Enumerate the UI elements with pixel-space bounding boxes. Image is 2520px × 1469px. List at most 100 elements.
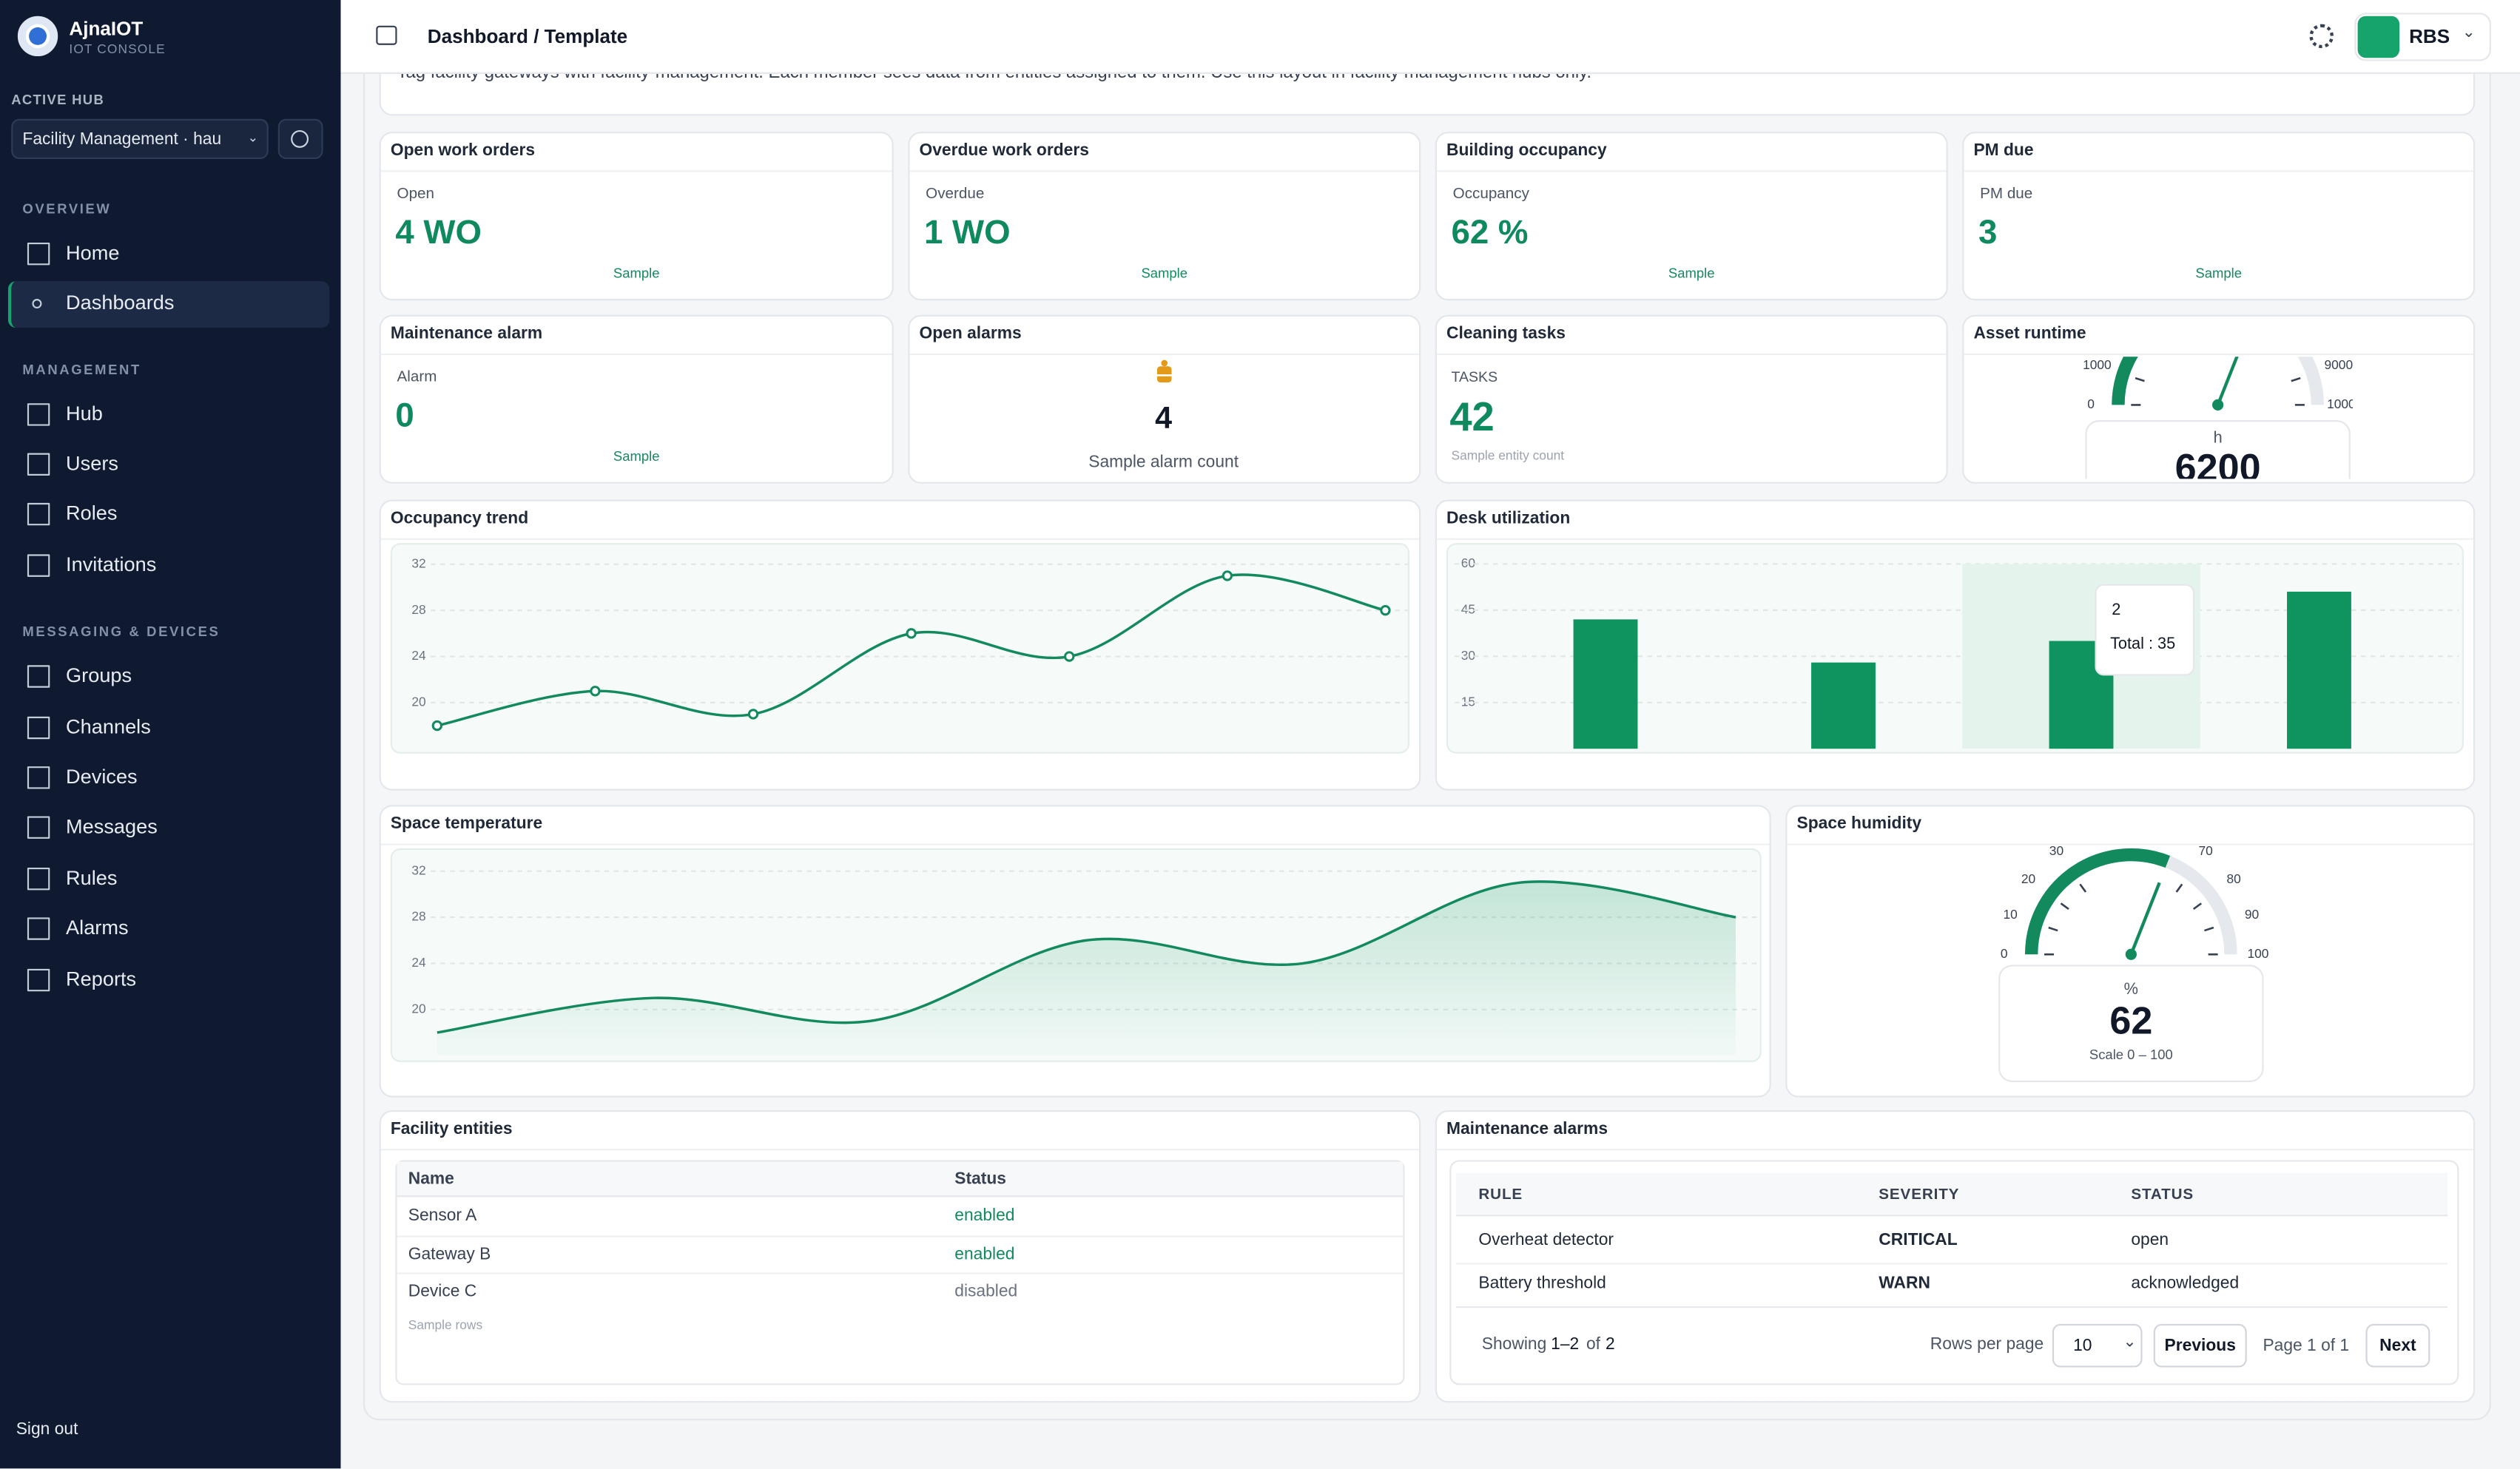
divider <box>1964 353 2474 356</box>
cell: CRITICAL <box>1879 1230 1958 1250</box>
nav-icon <box>32 299 42 309</box>
breadcrumb: Dashboard / Template <box>427 25 628 48</box>
section-label: MESSAGING & DEVICES <box>22 623 220 640</box>
nav-item[interactable]: Devices <box>66 766 138 788</box>
column-header: RULE <box>1478 1186 1523 1204</box>
kpi-label: TASKS <box>1451 368 1498 385</box>
kpi-label: PM due <box>1980 185 2033 203</box>
kpi-value: 62 % <box>1451 214 1529 251</box>
alarm-count: 4 <box>1155 402 1173 436</box>
cell: acknowledged <box>2131 1273 2240 1293</box>
cell: Sensor A <box>408 1206 477 1226</box>
table-header <box>1456 1172 2448 1217</box>
nav-item[interactable]: Rules <box>66 866 118 890</box>
next-label[interactable]: Next <box>2379 1336 2416 1356</box>
table-footer: Sample rows <box>408 1317 483 1333</box>
pagination-text: Rows per page <box>1930 1334 2044 1354</box>
card-title: Maintenance alarms <box>1446 1119 1608 1139</box>
avatar <box>2357 16 2400 58</box>
card <box>379 314 894 484</box>
pagination-total: 2 <box>1606 1334 1615 1354</box>
nav-item[interactable]: Users <box>66 452 118 475</box>
previous-label[interactable]: Previous <box>2164 1336 2236 1356</box>
card-title: Desk utilization <box>1446 508 1571 529</box>
divider <box>909 353 1420 356</box>
hub-select[interactable] <box>11 118 269 160</box>
page-size-select[interactable] <box>2052 1323 2143 1368</box>
sign-out[interactable]: Sign out <box>16 1419 78 1439</box>
card <box>1435 132 1948 301</box>
kpi-footer: Sample <box>1668 265 1715 281</box>
kpi-value: 42 <box>1449 395 1495 441</box>
card <box>1785 805 2476 1098</box>
row-divider <box>397 1272 1404 1274</box>
card-title: Space temperature <box>390 814 543 834</box>
nav-item[interactable]: Roles <box>66 502 118 525</box>
settings-icon[interactable] <box>2309 24 2334 49</box>
sidebar-toggle[interactable] <box>376 25 397 45</box>
kpi-label: Open <box>397 185 435 203</box>
cell: WARN <box>1879 1273 1931 1293</box>
table-header <box>397 1161 1404 1198</box>
divider <box>380 353 892 356</box>
nav-item[interactable]: Invitations <box>66 553 157 576</box>
alarm-footer: Sample alarm count <box>1088 452 1239 472</box>
page-size[interactable]: 10 <box>2073 1336 2092 1356</box>
nav-icon <box>27 403 50 426</box>
cell: disabled <box>954 1281 1018 1301</box>
logo-mark <box>29 27 47 45</box>
row-divider <box>1456 1263 2448 1265</box>
chevron: ⌄ <box>247 130 259 145</box>
card <box>908 314 1421 484</box>
pagination-text: of <box>1586 1334 1600 1354</box>
previous-button[interactable] <box>2153 1323 2247 1368</box>
nav-item[interactable]: Alarms <box>66 916 129 939</box>
nav-item[interactable]: Hub <box>66 402 103 425</box>
nav-icon <box>27 816 50 839</box>
nav-item[interactable]: Home <box>66 241 120 265</box>
divider <box>1436 1149 2474 1151</box>
nav-item[interactable]: Groups <box>66 664 132 687</box>
next-button[interactable] <box>2365 1323 2430 1368</box>
card-title: Maintenance alarm <box>390 324 543 344</box>
card <box>1962 132 2476 301</box>
cell: open <box>2131 1230 2169 1250</box>
nav-icon <box>27 867 50 891</box>
divider <box>380 1149 1420 1151</box>
card-title: PM due <box>1973 141 2034 161</box>
chevron: ⌄ <box>2123 1333 2137 1351</box>
card-title: Open alarms <box>919 324 1022 344</box>
nav-icon <box>27 917 50 940</box>
nav-icon <box>27 453 50 476</box>
kpi-footer: Sample <box>2195 265 2243 281</box>
cell: Battery threshold <box>1478 1273 1606 1293</box>
logo <box>17 16 58 57</box>
card-title: Cleaning tasks <box>1446 324 1566 344</box>
card-title: Building occupancy <box>1446 141 1607 161</box>
divider <box>1456 1306 2448 1308</box>
user-name[interactable]: RBS <box>2409 25 2450 48</box>
plot-area <box>390 543 1410 754</box>
tagline: IOT CONSOLE <box>69 41 166 57</box>
kpi-value: 1 WO <box>924 214 1011 251</box>
kpi-value: 4 WO <box>395 214 482 251</box>
nav-icon <box>27 502 50 526</box>
hub-select-value[interactable]: Facility Management · hau <box>22 129 222 149</box>
nav-item[interactable]: Messages <box>66 815 158 838</box>
pagination-text: Showing <box>1481 1334 1547 1354</box>
nav-item[interactable]: Reports <box>66 967 137 991</box>
column-header: STATUS <box>2131 1186 2194 1204</box>
row-divider <box>397 1235 1404 1237</box>
divider <box>1964 170 2474 172</box>
card-title: Space humidity <box>1796 814 1922 834</box>
card-title: Open work orders <box>390 141 536 161</box>
plot-area <box>1446 543 2464 754</box>
nav-item[interactable]: Dashboards <box>66 291 175 314</box>
card-title: Asset runtime <box>1973 324 2086 344</box>
active-nav[interactable] <box>7 281 330 328</box>
divider <box>1436 353 1947 356</box>
nav-item[interactable]: Channels <box>66 715 151 739</box>
kpi-footer: Sample <box>613 265 660 281</box>
section-label: ACTIVE HUB <box>11 91 105 108</box>
nav-icon <box>27 665 50 688</box>
